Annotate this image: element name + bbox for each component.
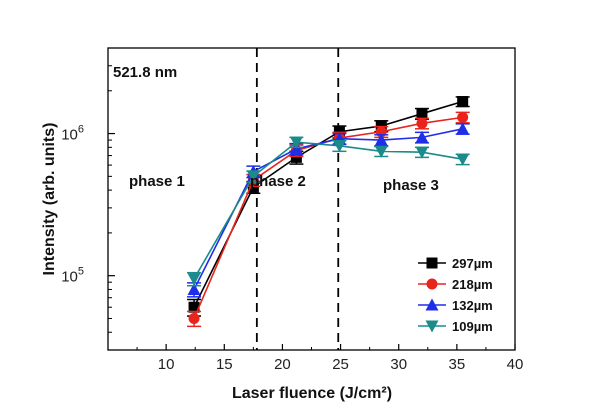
axis-ticks: 10 15 20 25 30 35 40 105 106 (61, 47, 524, 373)
x-tick-label: 20 (274, 356, 291, 373)
data-point (374, 133, 388, 146)
phase-boundaries (255, 48, 340, 350)
legend-label: 109µm (452, 319, 493, 334)
legend-label: 297µm (452, 256, 493, 271)
data-series (187, 96, 470, 328)
data-point (290, 151, 302, 163)
y-tick-label: 106 (61, 124, 84, 144)
phase-1-label: phase 1 (129, 173, 185, 190)
y-axis-title: Intensity (arb. units) (41, 123, 58, 276)
data-point (426, 278, 438, 290)
data-point (332, 140, 346, 153)
wavelength-annotation: 521.8 nm (113, 64, 177, 81)
data-point (425, 320, 439, 333)
x-tick-label: 40 (507, 356, 524, 373)
data-point (425, 298, 439, 311)
data-point (246, 170, 260, 183)
legend-label: 218µm (452, 277, 493, 292)
data-point (188, 301, 200, 313)
data-point (374, 145, 388, 158)
data-point (457, 111, 469, 123)
series-109µm (187, 136, 470, 287)
x-tick-label: 35 (449, 356, 466, 373)
legend: 297µm 218µm 132µm 109µm (418, 256, 493, 334)
data-point (415, 146, 429, 159)
x-tick-label: 15 (216, 356, 233, 373)
x-tick-label: 30 (390, 356, 407, 373)
phase-3-label: phase 3 (383, 177, 439, 194)
data-point (188, 312, 200, 324)
data-point (289, 136, 303, 149)
x-tick-label: 10 (158, 356, 175, 373)
x-axis-title: Laser fluence (J/cm²) (232, 385, 392, 402)
data-point (415, 130, 429, 143)
data-point (416, 108, 428, 120)
data-point (456, 153, 470, 166)
data-point (426, 257, 438, 269)
data-point (456, 122, 470, 135)
y-tick-label: 105 (61, 266, 84, 286)
x-tick-label: 25 (332, 356, 349, 373)
series-line (193, 141, 463, 280)
data-point (416, 117, 428, 129)
data-point (187, 273, 201, 286)
data-point (187, 282, 201, 295)
legend-label: 132µm (452, 298, 493, 313)
data-point (457, 96, 469, 108)
phase-2-label: phase 2 (250, 173, 306, 190)
